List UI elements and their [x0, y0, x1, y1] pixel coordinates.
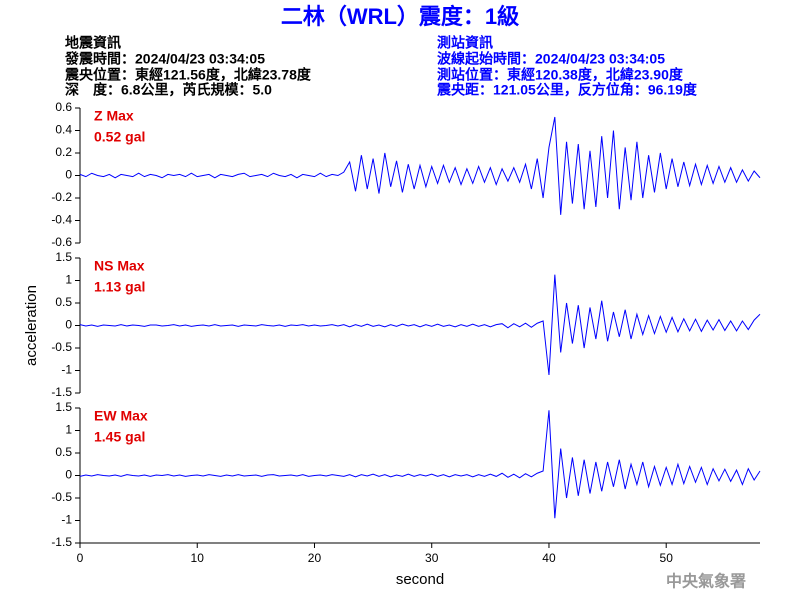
- annotation: 0.52 gal: [94, 129, 145, 145]
- y-axis-label: acceleration: [23, 285, 40, 366]
- y-tick-label: -1.5: [51, 535, 72, 549]
- x-tick-label: 20: [308, 551, 322, 565]
- annotation: 1.45 gal: [94, 429, 145, 445]
- watermark: 中央氣象署: [666, 572, 746, 591]
- info-line: 震央位置：東經121.56度，北緯23.78度: [64, 67, 312, 83]
- info-heading: 測站資訊: [437, 35, 493, 51]
- y-tick-label: 0: [65, 168, 72, 182]
- y-tick-label: 0.6: [55, 100, 72, 114]
- y-tick-label: 1: [65, 423, 72, 437]
- y-tick-label: 1.5: [55, 250, 72, 264]
- info-line: 測站位置：東經120.38度，北緯23.90度: [437, 67, 684, 83]
- x-tick-label: 40: [542, 551, 556, 565]
- waveform: [79, 116, 761, 215]
- x-tick-label: 0: [77, 551, 84, 565]
- info-line: 震央距：121.05公里，反方位角：96.19度: [436, 82, 698, 98]
- y-tick-label: 0.5: [55, 445, 72, 459]
- y-tick-label: -1.5: [51, 385, 72, 399]
- x-tick-label: 10: [191, 551, 205, 565]
- info-line: 發震時間：2024/04/23 03:34:05: [64, 51, 265, 67]
- annotation: NS Max: [94, 258, 145, 274]
- y-tick-label: -1: [61, 363, 72, 377]
- y-tick-label: 0.4: [55, 123, 72, 137]
- y-tick-label: -0.2: [51, 190, 72, 204]
- waveform: [79, 274, 761, 376]
- y-tick-label: -0.6: [51, 235, 72, 249]
- annotation: EW Max: [94, 408, 148, 424]
- info-line: 波線起始時間：2024/04/23 03:34:05: [437, 51, 665, 67]
- waveform: [79, 410, 761, 519]
- annotation: Z Max: [94, 108, 134, 124]
- y-tick-label: 1.5: [55, 400, 72, 414]
- y-tick-label: 1: [65, 273, 72, 287]
- y-tick-label: -0.5: [51, 490, 72, 504]
- x-tick-label: 30: [425, 551, 439, 565]
- y-tick-label: -1: [61, 513, 72, 527]
- info-line: 深 度：6.8公里，芮氏規模：5.0: [65, 82, 272, 98]
- y-tick-label: 0: [65, 468, 72, 482]
- y-tick-label: -0.4: [51, 213, 72, 227]
- y-tick-label: 0: [65, 318, 72, 332]
- annotation: 1.13 gal: [94, 279, 145, 295]
- x-tick-label: 50: [660, 551, 674, 565]
- y-tick-label: 0.5: [55, 295, 72, 309]
- y-tick-label: 0.2: [55, 145, 72, 159]
- title: 二林（WRL）震度：1級: [281, 4, 519, 29]
- x-axis-label: second: [396, 571, 444, 588]
- y-tick-label: -0.5: [51, 340, 72, 354]
- info-heading: 地震資訊: [65, 35, 121, 51]
